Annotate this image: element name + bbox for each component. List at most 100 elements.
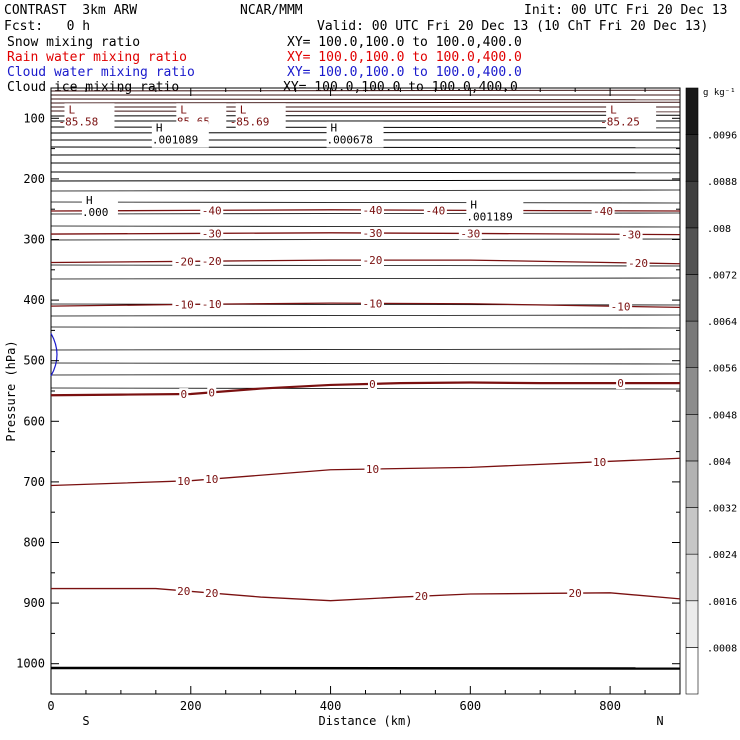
high-marker-symbol: H [331,121,338,134]
upper-contour-line [50,98,681,101]
contour-label: 20 [569,587,582,600]
contour-label: 0 [369,378,376,391]
upper-contour-line [50,114,681,117]
low-marker-symbol: L [180,103,187,116]
isentrope-line [50,373,681,376]
field-xy-snow: XY= 100.0,100.0 to 100.0,400.0 [287,35,522,50]
contour-label: 20 [177,585,190,598]
contour-label: -20 [363,254,383,267]
contour-label: 10 [177,475,190,488]
surface-line [50,666,681,670]
contour-label-bg [609,300,633,313]
colorbar-tick-label: .0056 [707,364,737,375]
upper-contour-line [50,110,681,113]
marker-bg [606,103,657,130]
contour-label: -20 [202,255,222,268]
colorbar-segment [685,227,699,275]
upper-contour-line [50,153,681,156]
valid-time: Valid: 00 UTC Fri 20 Dec 13 (10 ChT Fri … [317,19,709,34]
colorbar-tick-label: .004 [707,457,731,468]
contour-label-bg [200,204,224,217]
isentrope-line [50,277,681,280]
isentrope-line [50,326,681,329]
isentrope-line [50,189,681,192]
field-label-snow: Snow mixing ratio [7,35,141,50]
colorbar-segment [685,647,699,695]
contour-label-bg [200,255,224,268]
temperature-contour-0 [50,381,680,397]
colorbar-tick-label: .0064 [707,317,737,328]
high-marker-value: .001189 [466,210,512,223]
y-tick-label: 700 [23,475,45,489]
colorbar-segment [685,553,699,602]
low-marker-value: -85.58 [58,115,98,128]
contour-label-bg [616,377,626,390]
upper-contour-line [50,179,681,182]
marker-bg [326,121,384,148]
cloud-water-contour [50,333,58,377]
colorbar-segment [685,414,699,462]
model-title: CONTRAST 3km ARW [4,3,138,18]
contour-label: 0 [617,377,624,390]
colorbar-segment [685,460,699,508]
contour-label: 20 [205,587,218,600]
colorbar-units: g kg⁻¹ [703,88,736,98]
high-marker-value: .001089 [152,133,198,146]
field-label-rain: Rain water mixing ratio [7,50,188,65]
upper-contour-line [50,171,681,174]
colorbar-segment [685,274,699,322]
low-marker-symbol: L [610,103,617,116]
colorbar-tick-label: .0024 [707,550,737,561]
contour-label-bg [200,227,224,240]
isentrope-line [50,348,681,351]
plot-frame [50,87,681,695]
isentrope-line [50,387,681,390]
contour-label-bg [172,255,196,268]
contour-label: -10 [363,297,383,310]
y-tick-label: 100 [23,111,45,125]
colorbar-tick-label: .0096 [707,131,737,142]
contour-label-bg [203,473,220,486]
x-tick-label: 400 [320,699,342,713]
forecast-hour: Fcst: 0 h [4,19,91,34]
colorbar-tick-label: .0088 [707,177,737,188]
temperature-contour--30 [50,232,681,236]
contour-label-bg [567,587,584,600]
y-tick-label: 400 [23,293,45,307]
marker-bg [64,103,115,130]
colorbar-segment [685,134,699,182]
colorbar-tick-label: .0072 [707,270,737,281]
contour-label-bg [175,474,192,487]
low-marker-symbol: L [68,103,75,116]
contour-label: 10 [205,473,218,486]
contour-label: -10 [202,298,222,311]
temperature-contour--20 [50,259,681,265]
temperature-contour--40 [50,209,681,212]
contour-label-bg [458,227,482,240]
x-tick-label: 800 [599,699,621,713]
x-tick-label: 600 [459,699,481,713]
colorbar-segment [685,507,699,555]
field-label-cloud-water: Cloud water mixing ratio [7,65,195,80]
colorbar-tick-label: .0048 [707,410,737,421]
contour-label: -40 [202,204,222,217]
endpoint-left-label: S [82,714,89,728]
contour-label-bg [619,228,643,241]
colorbar-segment [685,320,699,368]
y-tick-label: 500 [23,354,45,368]
high-marker-symbol: H [86,194,93,207]
marker-bg [466,198,524,225]
low-marker-value: -85.25 [600,115,640,128]
high-marker-value: .000 [82,206,109,219]
contour-label: -40 [425,204,445,217]
colorbar-tick-label: .0032 [707,504,737,515]
y-tick-label: 300 [23,233,45,247]
y-tick-label: 1000 [16,657,45,671]
contour-label-bg [626,257,650,270]
temperature-contour-20 [51,587,681,602]
x-tick-label: 0 [47,699,54,713]
colorbar-segment [685,600,699,648]
contour-label-bg [360,203,384,216]
isentrope-line [50,201,681,204]
x-axis-label: Distance (km) [319,714,413,728]
